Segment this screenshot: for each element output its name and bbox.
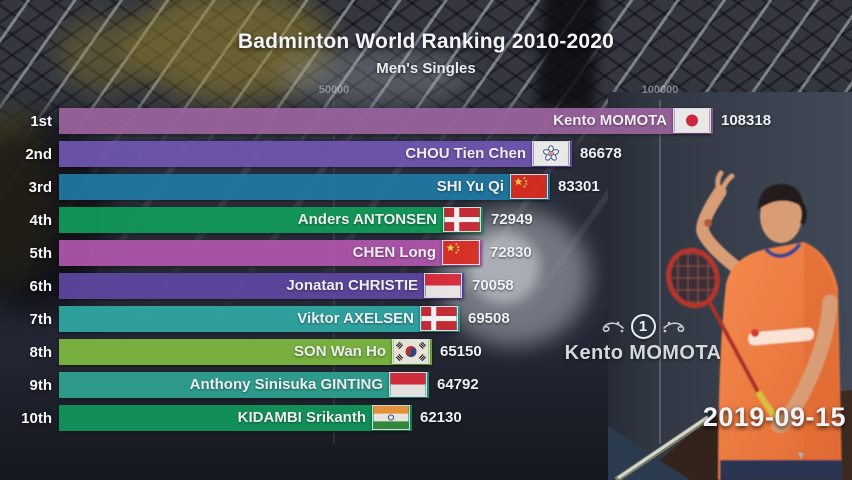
rank-value: 62130: [420, 409, 462, 426]
player-name: CHEN Long: [352, 244, 436, 261]
axis-tick-100000: 100000: [641, 84, 679, 96]
player-name: SON Wan Ho: [294, 343, 386, 360]
rank-value: 70058: [472, 277, 514, 294]
rank-row: 10th KIDAMBI Srikanth 62130: [0, 402, 852, 435]
rank-value: 65150: [440, 343, 482, 360]
rank-row: 3rd SHI Yu Qi 83301: [0, 171, 852, 204]
rank-label: 9th: [29, 377, 53, 394]
rank-label: 5th: [29, 245, 53, 262]
rank-bar: Kento MOMOTA: [59, 108, 713, 134]
flag-icon-tpe: [532, 141, 570, 166]
rank-row: 5th CHEN Long 72830: [0, 237, 852, 270]
player-name: CHOU Tien Chen: [405, 145, 526, 162]
player-name: Anthony Sinisuka GINTING: [189, 376, 383, 393]
player-name: Kento MOMOTA: [553, 112, 667, 129]
flag-icon-jp: [673, 108, 711, 133]
background-olive-patch: [58, 18, 150, 90]
rank-row: 2nd CHOU Tien Chen 86678: [0, 138, 852, 171]
rank-row: 6th Jonatan CHRISTIE 70058: [0, 270, 852, 303]
flag-icon-id: [424, 273, 462, 298]
current-date: 2019-09-15: [702, 402, 846, 432]
rank-value: 108318: [721, 112, 772, 129]
rank-label: 2nd: [25, 146, 52, 163]
gridline-50000: [333, 100, 335, 444]
rank-bar: SON Wan Ho: [59, 339, 432, 365]
flag-icon-in: [372, 405, 410, 430]
rank-label: 6th: [29, 278, 53, 295]
rank-row: 4th Anders ANTONSEN 72949: [0, 204, 852, 237]
flourish-right-icon: [662, 321, 684, 332]
background-olive-patch: [130, 0, 330, 100]
player-photo-kento-momota: [608, 92, 852, 480]
rank-label: 7th: [29, 311, 53, 328]
ranking-bar-chart: 1st Kento MOMOTA 108318 2nd CHOU Tien Chen 86…: [0, 105, 852, 435]
player-name: Anders ANTONSEN: [297, 211, 437, 228]
flag-icon-cn: [442, 240, 480, 265]
axis-tick-50000: 50000: [318, 84, 350, 96]
flag-icon-kr: [392, 339, 430, 364]
rank-value: 72830: [490, 244, 532, 261]
rank-bar: CHOU Tien Chen: [59, 141, 572, 167]
player-name: SHI Yu Qi: [436, 178, 504, 195]
rank-value: 72949: [491, 211, 533, 228]
player-name: KIDAMBI Srikanth: [237, 409, 366, 426]
rank-value: 83301: [558, 178, 600, 195]
rank-row: 7th Viktor AXELSEN 69508: [0, 303, 852, 336]
background-net-pole: [535, 0, 603, 112]
rank-row: 1st Kento MOMOTA 108318: [0, 105, 852, 138]
rank-bar: Anders ANTONSEN: [59, 207, 483, 233]
rank-label: 4th: [29, 212, 53, 229]
rank-value: 64792: [437, 376, 479, 393]
flourish-left-icon: [602, 321, 624, 332]
rank-bar: Jonatan CHRISTIE: [59, 273, 464, 299]
rank-bar: SHI Yu Qi: [59, 174, 550, 200]
player-name: Jonatan CHRISTIE: [286, 277, 418, 294]
current-leader-label: 1 Kento MOMOTA: [553, 314, 733, 365]
rank-label: 1st: [30, 113, 52, 130]
rank-bar: Viktor AXELSEN: [59, 306, 460, 332]
rank-bar: Anthony Sinisuka GINTING: [59, 372, 429, 398]
gridline-100000: [659, 100, 661, 444]
player-name: Viktor AXELSEN: [297, 310, 414, 327]
chevron-down-icon[interactable]: ▾: [798, 448, 805, 462]
flag-icon-dk: [443, 207, 481, 232]
page-title: Badminton World Ranking 2010-2020: [237, 30, 615, 53]
rank-label: 8th: [29, 344, 53, 361]
leader-name: Kento MOMOTA: [564, 342, 722, 364]
rank-value: 69508: [468, 310, 510, 327]
flag-icon-id: [389, 372, 427, 397]
rank-label: 3rd: [28, 179, 52, 196]
rank-1-badge: 1: [630, 314, 656, 339]
rank-value: 86678: [580, 145, 622, 162]
rank-bar: KIDAMBI Srikanth: [59, 405, 412, 431]
flag-icon-dk: [420, 306, 458, 331]
rank-bar: CHEN Long: [59, 240, 482, 266]
rank-row: 9th Anthony Sinisuka GINTING 64792: [0, 369, 852, 402]
flag-icon-cn: [510, 174, 548, 199]
rank-label: 10th: [21, 410, 52, 427]
rank-row: 8th SON Wan Ho 65150: [0, 336, 852, 369]
background-light-patch: [278, 48, 470, 104]
page-subtitle: Men's Singles: [376, 60, 476, 77]
